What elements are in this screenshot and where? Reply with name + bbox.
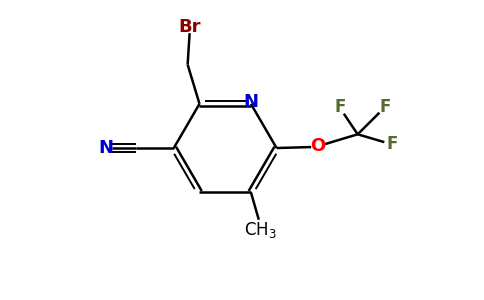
Text: Br: Br [179,18,201,36]
Text: F: F [387,135,398,153]
Text: CH$_3$: CH$_3$ [244,220,277,239]
Text: N: N [243,93,258,111]
Text: O: O [311,137,326,155]
Text: N: N [98,139,113,157]
Text: F: F [334,98,346,116]
Text: F: F [379,98,391,116]
